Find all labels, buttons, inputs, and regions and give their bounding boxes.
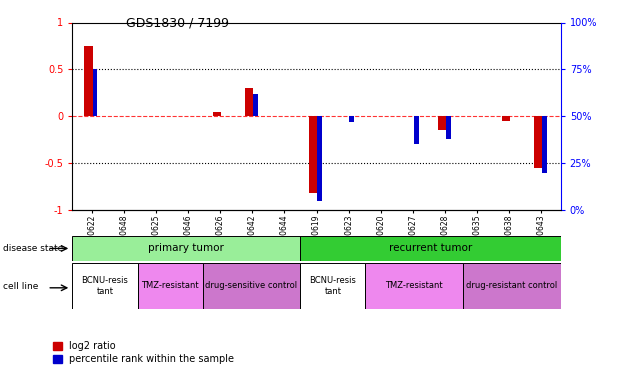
Text: TMZ-resistant: TMZ-resistant [386, 281, 443, 290]
Bar [318, 116, 322, 201]
Bar [137, 262, 203, 309]
Text: drug-sensitive control: drug-sensitive control [205, 281, 297, 290]
Bar [463, 262, 561, 309]
Bar [72, 262, 137, 309]
Bar [350, 116, 354, 122]
Bar [446, 116, 450, 139]
Bar [365, 262, 463, 309]
Text: cell line: cell line [3, 282, 38, 291]
Legend: log2 ratio, percentile rank within the sample: log2 ratio, percentile rank within the s… [49, 338, 238, 368]
Bar [245, 88, 253, 116]
Text: BCNU-resis
tant: BCNU-resis tant [309, 276, 357, 296]
Bar [84, 46, 93, 116]
Bar [301, 236, 561, 261]
Bar [542, 116, 547, 172]
Bar [414, 116, 418, 144]
Bar [534, 116, 542, 168]
Bar [301, 262, 365, 309]
Text: disease state: disease state [3, 244, 64, 253]
Text: recurrent tumor: recurrent tumor [389, 243, 472, 254]
Bar [93, 69, 98, 116]
Text: TMZ-resistant: TMZ-resistant [141, 281, 199, 290]
Text: BCNU-resis
tant: BCNU-resis tant [81, 276, 129, 296]
Bar [203, 262, 301, 309]
Bar [253, 94, 258, 116]
Bar [438, 116, 446, 130]
Bar [309, 116, 318, 193]
Text: GDS1830 / 7199: GDS1830 / 7199 [126, 17, 229, 30]
Text: drug-resistant control: drug-resistant control [466, 281, 558, 290]
Bar [72, 236, 301, 261]
Bar [213, 112, 221, 116]
Bar [502, 116, 510, 121]
Text: primary tumor: primary tumor [149, 243, 224, 254]
